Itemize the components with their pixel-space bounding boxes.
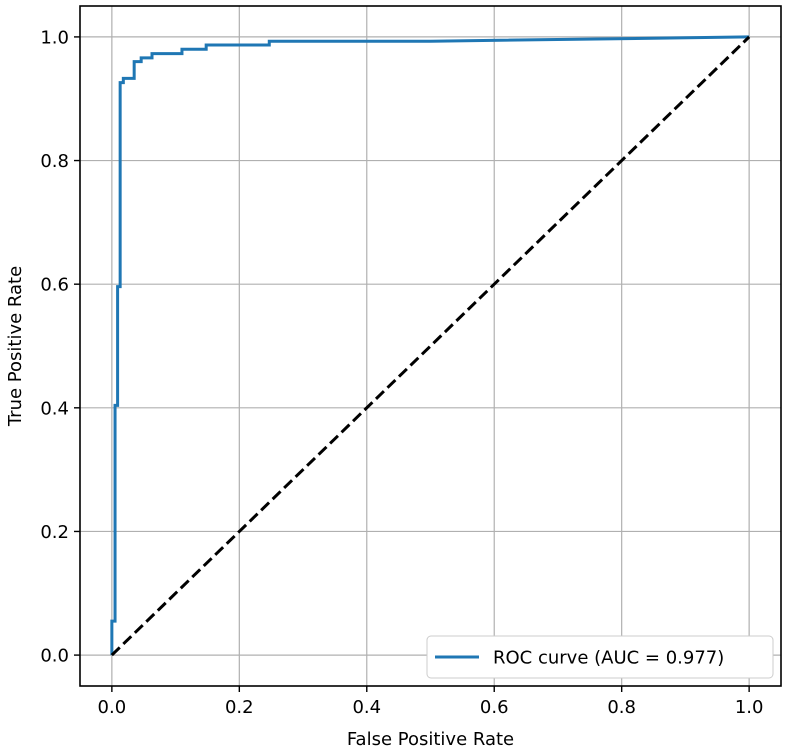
- grid-layer: [80, 6, 781, 686]
- x-tick-label-2: 0.4: [352, 697, 381, 718]
- y-tick-label-3: 0.6: [40, 275, 69, 296]
- x-axis-label: False Positive Rate: [347, 729, 514, 750]
- y-tick-label-2: 0.4: [40, 398, 69, 419]
- legend: ROC curve (AUC = 0.977): [426, 635, 774, 679]
- x-tick-label-4: 0.8: [607, 697, 636, 718]
- legend-box: [426, 635, 774, 679]
- y-axis-label: True Positive Rate: [5, 266, 26, 427]
- chance-diagonal-line: [110, 35, 751, 657]
- x-tick-label-1: 0.2: [225, 697, 254, 718]
- roc-curve-line: [110, 35, 750, 656]
- ticks-layer: 0.0 0.2 0.4 0.6 0.8 1.0 0.0 0.2 0.4 0.6 0.8 1.0: [40, 27, 763, 718]
- y-tick-label-5: 1.0: [40, 27, 69, 48]
- x-tick-label-5: 1.0: [735, 697, 764, 718]
- legend-label: ROC curve (AUC = 0.977): [493, 648, 724, 669]
- series-layer: [110, 35, 751, 657]
- x-tick-label-3: 0.6: [480, 697, 509, 718]
- y-tick-label-1: 0.2: [40, 522, 69, 543]
- plot-frame: [79, 5, 782, 687]
- y-tick-label-0: 0.0: [40, 646, 69, 667]
- x-tick-label-0: 0.0: [98, 697, 127, 718]
- y-tick-label-4: 0.8: [40, 151, 69, 172]
